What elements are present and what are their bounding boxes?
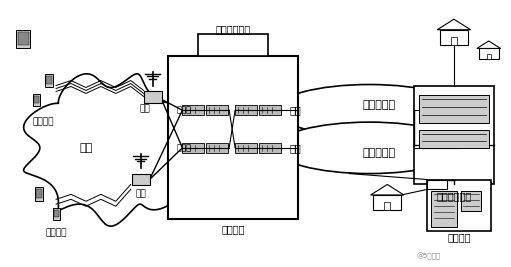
Bar (54, 210, 59, 217)
Bar (486, 54, 491, 59)
Text: 边缘网络: 边缘网络 (221, 224, 245, 234)
Text: 通信控制中心: 通信控制中心 (216, 24, 251, 34)
Bar (451, 37, 457, 45)
Bar (431, 191, 457, 227)
Polygon shape (370, 184, 404, 195)
Bar (440, 30, 468, 45)
Bar (384, 202, 390, 210)
Text: 手机终端: 手机终端 (45, 229, 67, 237)
Text: 基站: 基站 (139, 105, 150, 114)
Text: 数据: 数据 (290, 143, 301, 153)
Bar (36, 189, 42, 198)
Bar (132, 174, 150, 186)
Bar (206, 105, 228, 115)
Bar (198, 34, 268, 56)
Polygon shape (437, 19, 471, 30)
Ellipse shape (275, 122, 464, 174)
Bar (461, 191, 481, 211)
Bar (427, 179, 447, 189)
Bar (235, 143, 257, 153)
Text: @5单博客: @5单博客 (417, 253, 441, 260)
Bar (427, 179, 491, 231)
Bar (33, 95, 40, 106)
Bar (206, 143, 228, 153)
Text: 基站: 基站 (135, 189, 146, 198)
Polygon shape (24, 74, 203, 226)
Bar (35, 187, 43, 201)
Text: 数据主干网: 数据主干网 (363, 148, 396, 158)
Bar (414, 85, 494, 184)
Text: 交换机: 交换机 (176, 106, 192, 115)
Bar (235, 105, 257, 115)
Bar (169, 56, 298, 219)
Bar (259, 105, 281, 115)
Bar (46, 76, 52, 84)
Bar (45, 74, 53, 87)
Text: 声音: 声音 (290, 105, 301, 115)
Bar (182, 143, 204, 153)
Bar (182, 105, 204, 115)
Polygon shape (477, 41, 501, 49)
Text: 通信控制中心: 通信控制中心 (436, 191, 472, 201)
Bar (18, 32, 29, 45)
Bar (479, 49, 499, 59)
Text: 手机终端: 手机终端 (32, 118, 54, 127)
Text: 交换机: 交换机 (176, 143, 192, 152)
Bar (419, 95, 489, 123)
Bar (144, 91, 161, 103)
Text: 数据中心: 数据中心 (447, 232, 471, 242)
Ellipse shape (275, 85, 464, 136)
Bar (259, 143, 281, 153)
Text: 声音主干网: 声音主干网 (363, 100, 396, 110)
Bar (16, 30, 30, 48)
Bar (53, 208, 60, 220)
Bar (374, 195, 401, 210)
Bar (34, 96, 39, 103)
Text: 接入: 接入 (79, 143, 92, 153)
Bar (419, 130, 489, 148)
